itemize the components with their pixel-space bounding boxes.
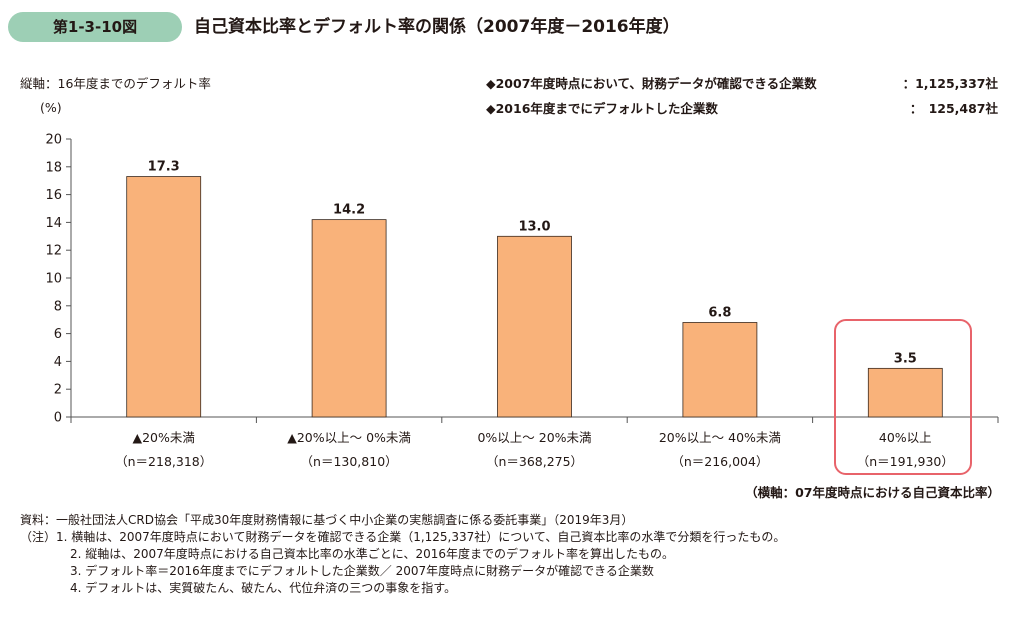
bar-value-label: 3.5 [894,351,917,366]
figure-title: 自己資本比率とデフォルト率の関係（2007年度－2016年度） [194,17,680,37]
info-label-defaults: ◆2016年度までにデフォルトした企業数 [486,101,718,116]
x-category-label: 0%以上～ 20%未満 [477,430,592,445]
horizontal-axis-note: （横軸：07年度時点における自己資本比率） [745,485,1000,500]
y-tick-label: 16 [45,188,62,203]
bar-value-label: 17.3 [148,160,180,175]
y-tick-label: 0 [54,411,62,426]
y-tick-label: 10 [45,272,62,287]
info-label-companies: ◆2007年度時点において、財務データが確認できる企業数 [486,76,817,91]
bar-value-label: 13.0 [518,219,550,234]
x-sample-size-label: （n＝368,275） [485,454,584,469]
info-value-companies: ：1,125,337社 [902,76,998,91]
x-sample-size-label: （n＝216,004） [671,454,769,469]
bar [682,322,758,418]
y-tick-label: 20 [45,133,62,148]
figure-number-badge: 第1-3-10図 [8,12,182,42]
y-tick-label: 8 [54,299,62,314]
footnote-2: 2. 縦軸は、2007年度時点における自己資本比率の水準ごとに、2016年度まで… [70,547,674,561]
bar [497,235,572,418]
footnote-source: 資料：一般社団法人CRD協会「平成30年度財務情報に基づく中小企業の実態調査に係… [20,513,634,527]
x-category-label: 20%以上～ 40%未満 [658,430,781,445]
bar [126,176,202,418]
y-tick-label: 2 [54,383,62,398]
footnote-4: 4. デフォルトは、実質破たん、破たん、代位弁済の三つの事象を指す。 [70,581,457,595]
footnote-1: （注）1. 横軸は、2007年度時点において財務データを確認できる企業（1,12… [20,530,786,544]
highlight-box [834,319,972,475]
x-category-label: 40%以上 [878,430,932,445]
y-tick-label: 6 [54,327,62,342]
bar-value-label: 6.8 [708,305,731,320]
footnote-3: 3. デフォルト率＝2016年度までにデフォルトした企業数／ 2007年度時点に… [70,564,654,578]
x-sample-size-label: （n＝218,318） [115,454,213,469]
x-category-label: ▲20%未満 [132,430,195,445]
bar [311,219,387,418]
y-tick-label: 4 [54,355,62,370]
y-axis-unit: (%) [40,100,62,115]
y-tick-label: 18 [45,160,62,175]
y-tick-label: 12 [45,244,62,259]
bar [867,367,943,418]
x-sample-size-label: （n＝191,930） [856,454,954,469]
y-tick-label: 14 [45,216,62,231]
x-sample-size-label: （n＝130,810） [300,454,398,469]
vertical-axis-note: 縦軸：16年度までのデフォルト率 [20,76,211,91]
info-value-defaults: ： 125,487社 [909,101,998,116]
x-category-label: ▲20%以上～ 0%未満 [287,430,411,445]
footnotes: 資料：一般社団法人CRD協会「平成30年度財務情報に基づく中小企業の実態調査に係… [20,512,785,597]
bar-value-label: 14.2 [333,203,365,218]
